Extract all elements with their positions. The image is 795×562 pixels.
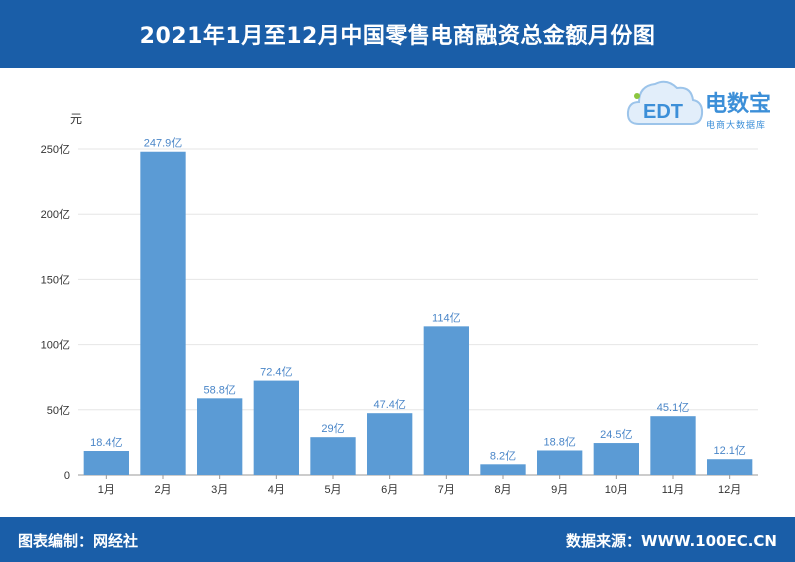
x-tick-label: 7月 (438, 484, 455, 496)
data-label: 18.4亿 (90, 436, 122, 449)
footer: 图表编制：网经社 数据来源：WWW.100EC.CN (0, 517, 795, 562)
data-label: 18.8亿 (543, 435, 575, 448)
bar (650, 416, 696, 475)
y-tick-label: 0 (64, 470, 70, 482)
bar (140, 151, 186, 475)
logo-tagline: 电商大数据库 (706, 121, 767, 131)
data-label: 72.4亿 (260, 366, 292, 379)
bar-chart: 0 50亿 100亿 150亿 200亿 250亿 18.4亿 1月 247.9亿 2月 58.8亿… (41, 137, 758, 496)
x-tick-label: 8月 (494, 484, 511, 496)
data-label: 12.1亿 (713, 444, 745, 457)
bar (480, 464, 526, 475)
x-tick-label: 10月 (605, 484, 628, 496)
y-tick-label: 50亿 (47, 404, 70, 417)
data-label: 29亿 (321, 422, 344, 435)
bar (83, 451, 129, 475)
bar (197, 398, 243, 475)
y-tick-label: 150亿 (41, 273, 70, 286)
x-tick-label: 1月 (98, 484, 115, 496)
cloud-logo-icon: EDT (626, 80, 704, 125)
y-tick-label: 200亿 (41, 208, 70, 221)
logo-brand: 电数宝 (705, 92, 772, 117)
x-tick-label: 12月 (718, 484, 741, 496)
data-label: 8.2亿 (490, 449, 516, 462)
data-label: 114亿 (432, 311, 461, 324)
bar (707, 459, 753, 475)
x-tick-label: 9月 (551, 484, 568, 496)
data-label: 58.8亿 (203, 383, 235, 396)
logo-mark: EDT (643, 101, 683, 123)
bar (310, 437, 356, 475)
y-tick-label: 250亿 (41, 143, 70, 156)
x-tick-label: 6月 (381, 484, 398, 496)
y-tick-label: 100亿 (41, 339, 70, 352)
bar (423, 326, 469, 475)
logo: EDT 电数宝 电商大数据库 (625, 72, 790, 138)
data-label: 47.4亿 (373, 398, 405, 411)
bar (593, 443, 639, 475)
chart-title: 2021年1月至12月中国零售电商融资总金额月份图 (139, 24, 656, 49)
x-tick-label: 4月 (268, 484, 285, 496)
bar (537, 450, 583, 475)
data-label: 24.5亿 (600, 428, 632, 441)
data-label: 247.9亿 (144, 137, 183, 150)
chart-header: 2021年1月至12月中国零售电商融资总金额月份图 (0, 0, 795, 68)
footer-source: 数据来源：WWW.100EC.CN (566, 532, 777, 550)
bar (367, 413, 413, 475)
data-label: 45.1亿 (657, 401, 689, 414)
bar (253, 380, 299, 475)
x-tick-label: 11月 (662, 484, 684, 496)
x-tick-label: 3月 (211, 484, 228, 496)
footer-credit: 图表编制：网经社 (18, 532, 139, 550)
x-tick-label: 2月 (154, 484, 171, 496)
x-tick-label: 5月 (324, 484, 341, 496)
y-axis-unit: 元 (70, 112, 83, 126)
